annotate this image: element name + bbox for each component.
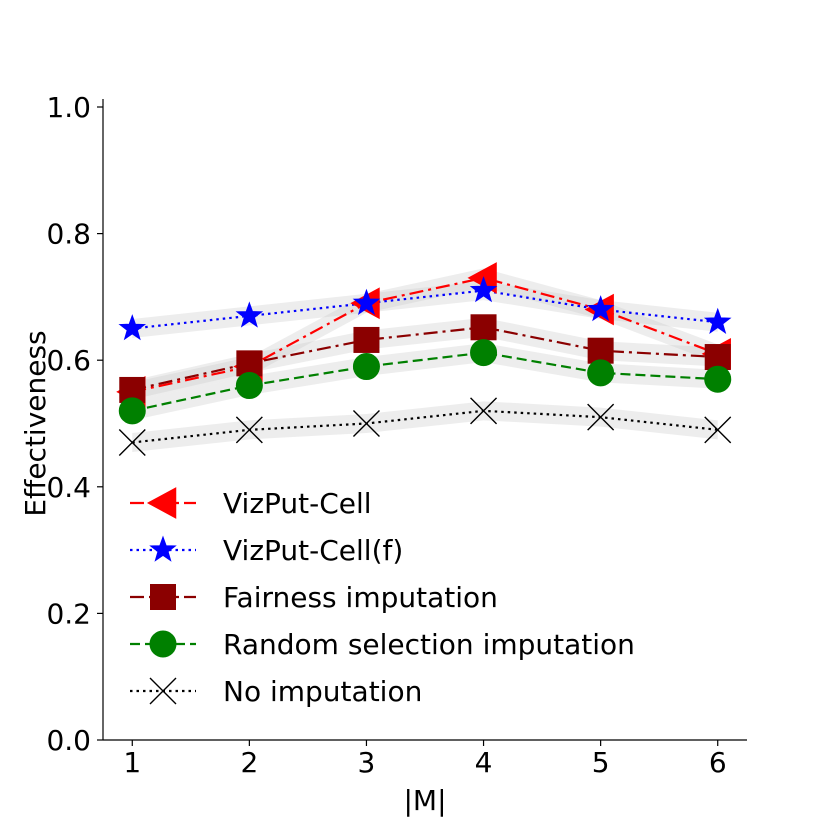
x-axis-title: |M|: [403, 784, 446, 817]
y-tick-label: 0.8: [46, 218, 91, 251]
legend-label: No imputation: [223, 675, 422, 708]
vizput-cell-f-point: [586, 295, 615, 322]
fairness-imputation-point: [353, 326, 380, 353]
random-selection-imputation-point: [235, 372, 263, 400]
no-imputation-point: [587, 403, 615, 431]
fairness-imputation-point: [470, 314, 497, 341]
fairness-imputation-band: [132, 317, 718, 400]
ticks: 0.0 0.2 0.4 0.6 0.8 1.0 1 2 3 4 5 6: [46, 91, 726, 779]
no-imputation-line: [132, 409, 718, 444]
y-tick-label: 1.0: [46, 91, 91, 124]
x-tick-label: 4: [475, 746, 493, 779]
legend-label: Random selection imputation: [223, 628, 635, 661]
vizput-cell-f-point: [235, 301, 264, 328]
random-selection-imputation-line: [132, 351, 718, 412]
random-selection-imputation-band: [132, 343, 718, 421]
y-axis-title: Effectiveness: [19, 330, 52, 516]
legend-label: VizPut-Cell(f): [223, 534, 403, 567]
series-lines: [132, 276, 719, 444]
vizput-cell-f-point: [118, 314, 147, 341]
legend: VizPut-Cell VizPut-Cell(f) Fairness imputa…: [130, 487, 635, 708]
y-tick-label: 0.6: [46, 344, 91, 377]
vizput-cell-f-point: [352, 288, 381, 315]
legend-marker: [146, 487, 177, 519]
fairness-imputation-point: [236, 350, 263, 377]
legend-marker: [149, 630, 177, 658]
legend-label: Fairness imputation: [223, 581, 498, 614]
x-tick-label: 3: [358, 746, 376, 779]
no-imputation-point: [352, 410, 380, 437]
legend-item-vizput-cell: VizPut-Cell: [130, 487, 372, 520]
vizput-cell-f-point: [469, 276, 498, 303]
y-tick-label: 0.0: [46, 724, 91, 757]
vizput-cell-line: [132, 276, 719, 393]
y-tick-label: 0.4: [46, 471, 91, 504]
vizput-cell-f-line: [132, 289, 718, 330]
x-tick-label: 6: [709, 746, 727, 779]
random-selection-imputation-point: [118, 397, 146, 425]
no-imputation-band: [132, 401, 718, 452]
fairness-imputation-line: [132, 326, 718, 392]
legend-item-vizput-cell-f: VizPut-Cell(f): [130, 534, 403, 567]
random-selection-imputation-point: [352, 353, 380, 381]
legend-marker: [149, 535, 177, 562]
no-imputation-point: [118, 428, 146, 456]
legend-item-fairness-imputation: Fairness imputation: [130, 581, 498, 614]
fairness-imputation-point: [587, 337, 614, 364]
y-tick-label: 0.2: [46, 597, 91, 630]
vizput-cell-f-point: [703, 307, 732, 334]
no-imputation-point: [235, 416, 263, 444]
random-selection-imputation-point: [704, 365, 732, 393]
legend-item-no-imputation: No imputation: [130, 675, 422, 708]
no-imputation-point: [470, 397, 498, 425]
fairness-imputation-point: [704, 344, 731, 371]
legend-item-random-selection-imputation: Random selection imputation: [130, 628, 635, 661]
x-tick-label: 1: [123, 746, 141, 779]
random-selection-imputation-point: [587, 359, 615, 387]
legend-marker: [150, 584, 176, 610]
x-tick-label: 2: [240, 746, 258, 779]
legend-marker: [149, 677, 177, 705]
series-markers: [116, 262, 732, 456]
legend-label: VizPut-Cell: [223, 487, 372, 520]
no-imputation-point: [704, 416, 732, 444]
x-tick-label: 5: [592, 746, 610, 779]
axes: [102, 99, 747, 741]
random-selection-imputation-point: [470, 339, 498, 367]
